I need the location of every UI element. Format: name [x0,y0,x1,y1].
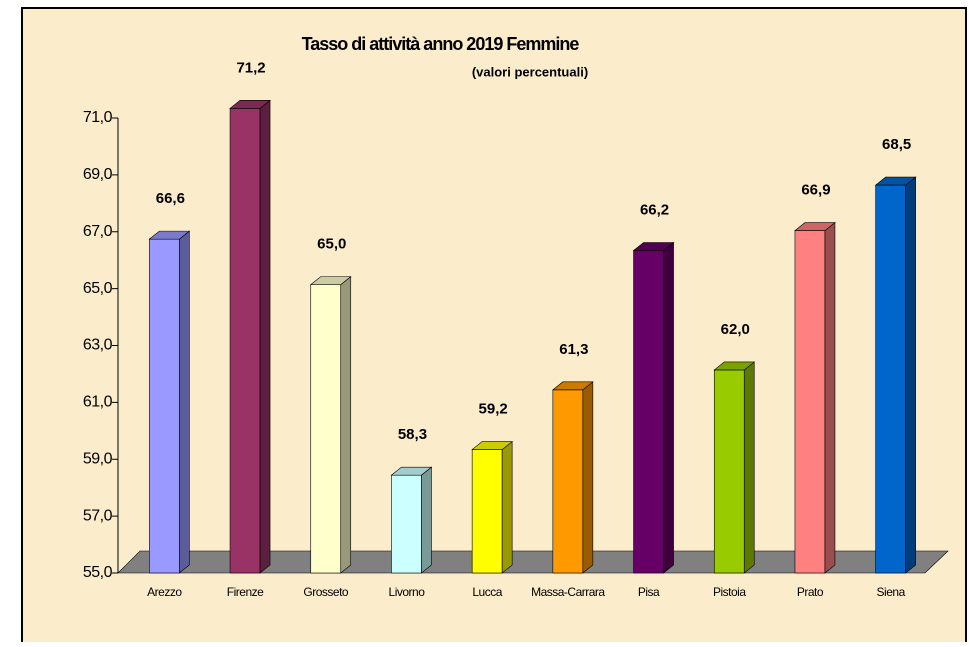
data-label: 66,2 [640,201,669,218]
bar-top [148,230,191,240]
bar-side [501,440,513,574]
x-tick-label: Siena [877,585,906,599]
bar [552,389,584,574]
bar [794,230,826,574]
x-tick-label: Firenze [227,585,264,599]
data-label: 71,2 [236,59,265,76]
bar-side [743,361,755,574]
y-tick-label: 57,0 [83,507,113,524]
bar-top [309,276,352,285]
y-tick-label: 55,0 [83,564,113,581]
y-tick-label: 67,0 [83,223,113,240]
chart-title: Tasso di attività anno 2019 Femmine [302,34,580,54]
bar-top [551,381,594,391]
data-label: 58,3 [398,426,427,443]
bar [149,238,180,574]
bar [310,284,342,574]
bar [875,184,906,574]
bar-side [824,221,836,574]
chart-subtitle: (valori percentuali) [472,64,588,79]
y-tick-label: 71,0 [83,109,113,126]
bar-side [421,466,432,574]
bar-top [874,176,917,186]
data-label: 59,2 [479,401,508,418]
data-label: 62,0 [721,321,750,338]
y-tick-label: 61,0 [83,394,113,411]
bar-top [632,242,675,251]
bar-side [905,176,916,574]
x-tick-label: Pistoia [713,585,746,599]
bar-side [259,99,271,574]
y-tick-label: 63,0 [83,337,113,354]
bar [713,369,745,574]
bar-top [713,361,756,371]
bar [229,108,261,574]
y-tick-label: 59,0 [83,450,113,467]
data-label: 65,0 [317,236,346,253]
bar-top [390,466,433,476]
x-tick-label: Massa-Carrara [531,585,605,599]
bar-side [663,241,674,574]
data-label: 66,6 [156,190,185,207]
y-tick-label: 65,0 [83,280,113,297]
bar [391,474,422,574]
x-tick-label: Prato [797,585,824,599]
bar-top [471,441,514,450]
x-tick-label: Arezzo [147,585,182,599]
bar [633,250,664,574]
x-tick-label: Lucca [472,585,502,599]
bar-top [229,100,271,109]
bar-side [582,381,594,574]
data-label: 66,9 [801,182,830,199]
bar-side [340,276,352,574]
bar [471,449,503,574]
y-tick-label: 69,0 [83,166,113,183]
x-tick-label: Grosseto [303,585,349,599]
data-label: 61,3 [559,341,588,358]
x-tick-label: Pisa [638,585,660,599]
x-tick-label: Livorno [389,585,426,599]
bar-side [179,230,190,574]
data-label: 68,5 [882,136,911,153]
bar-top [794,222,836,231]
